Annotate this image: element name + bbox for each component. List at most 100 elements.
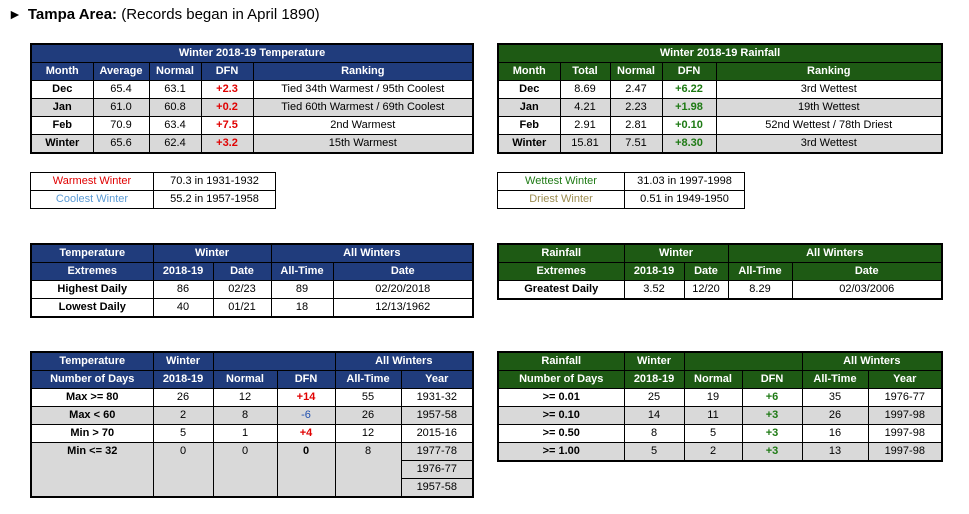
average-cell: 70.9 — [92, 116, 150, 135]
ranking-cell: 52nd Wettest / 78th Driest — [715, 116, 943, 135]
normal-cell: 2.47 — [609, 80, 663, 99]
row-label: >= 0.50 — [497, 424, 625, 443]
alltime-cell: 16 — [801, 424, 869, 443]
wettest-winter-value: 31.03 in 1997-1998 — [624, 172, 745, 191]
col-header: DFN — [200, 62, 254, 81]
value-cell: 25 — [623, 388, 685, 407]
normal-cell: 7.51 — [609, 134, 663, 154]
table-row: Warmest Winter 70.3 in 1931-1932 — [30, 172, 276, 191]
table-row: >= 0.10 14 11 +3 26 1997-98 — [497, 406, 943, 425]
ranking-cell: 15th Warmest — [252, 134, 474, 154]
table-row: Max >= 80 26 12 +14 55 1931-32 — [30, 388, 474, 407]
row-label: Lowest Daily — [30, 298, 154, 318]
month-cell: Feb — [30, 116, 94, 135]
page-title: ► Tampa Area: (Records began in April 189… — [8, 6, 320, 23]
driest-winter-value: 0.51 in 1949-1950 — [624, 190, 745, 209]
table-row: 1957-58 — [31, 478, 474, 498]
table-row: Feb 70.9 63.4 +7.5 2nd Warmest — [30, 116, 474, 135]
header-cell: 2018-19 — [152, 262, 214, 281]
alltime-cell: 26 — [334, 406, 402, 425]
value-cell: 0 — [152, 442, 214, 498]
header-cell: Rainfall — [497, 351, 625, 371]
average-cell: 61.0 — [92, 98, 150, 117]
table-row: Dec 65.4 63.1 +2.3 Tied 34th Warmest / 9… — [30, 80, 474, 99]
header-cell: Winter — [623, 243, 729, 263]
table-row: Jan 4.21 2.23 +1.98 19th Wettest — [497, 98, 943, 117]
normal-cell: 19 — [683, 388, 743, 407]
col-header: DFN — [661, 62, 717, 81]
col-header: Normal — [609, 62, 663, 81]
wettest-winter-label: Wettest Winter — [497, 172, 625, 191]
col-header: Ranking — [252, 62, 474, 81]
temperature-summary-table: Winter 2018-19 Temperature Month Average… — [30, 43, 475, 154]
normal-cell: 12 — [212, 388, 278, 407]
rainfall-summary-table: Winter 2018-19 Rainfall Month Total Norm… — [497, 43, 943, 154]
value-cell: 86 — [152, 280, 214, 299]
value-cell: 40 — [152, 298, 214, 318]
header-cell: Year — [400, 370, 474, 389]
col-header: Month — [497, 62, 561, 81]
header-cell: Number of Days — [497, 370, 625, 389]
month-cell: Dec — [497, 80, 561, 99]
dfn-cell: +7.5 — [200, 116, 254, 135]
coolest-winter-value: 55.2 in 1957-1958 — [153, 190, 276, 209]
table-row: >= 0.50 8 5 +3 16 1997-98 — [497, 424, 943, 443]
dfn-cell: +6 — [741, 388, 803, 407]
month-cell: Dec — [30, 80, 94, 99]
year-cell: 1977-78 — [400, 442, 474, 461]
year-cell: 1931-32 — [400, 388, 474, 407]
table-row: Feb 2.91 2.81 +0.10 52nd Wettest / 78th … — [497, 116, 943, 135]
row-label: Max >= 80 — [30, 388, 154, 407]
year-cell: 1957-58 — [400, 478, 474, 498]
normal-cell: 11 — [683, 406, 743, 425]
header-cell — [683, 351, 803, 371]
header-cell: Temperature — [30, 351, 154, 371]
ranking-cell: 19th Wettest — [715, 98, 943, 117]
year-cell: 1976-77 — [867, 388, 943, 407]
table-row: Greatest Daily 3.52 12/20 8.29 02/03/200… — [497, 280, 943, 300]
alltime-cell: 26 — [801, 406, 869, 425]
row-label: >= 0.01 — [497, 388, 625, 407]
warmest-winter-value: 70.3 in 1931-1932 — [153, 172, 276, 191]
ranking-cell: 3rd Wettest — [715, 80, 943, 99]
header-cell: 2018-19 — [623, 262, 685, 281]
date-cell: 01/21 — [212, 298, 272, 318]
alltime-cell: 12 — [334, 424, 402, 443]
row-label: Max < 60 — [30, 406, 154, 425]
dfn-cell: -6 — [276, 406, 336, 425]
value-cell: 5 — [623, 442, 685, 462]
row-label: Highest Daily — [30, 280, 154, 299]
dfn-cell: +3 — [741, 442, 803, 462]
year-cell: 1997-98 — [867, 424, 943, 443]
table-row: Max < 60 2 8 -6 26 1957-58 — [30, 406, 474, 425]
table-row: 1976-77 — [31, 460, 474, 479]
total-cell: 2.91 — [559, 116, 611, 135]
year-cell: 1997-98 — [867, 406, 943, 425]
header-cell: DFN — [741, 370, 803, 389]
alltime-cell: 13 — [801, 442, 869, 462]
header-cell: 2018-19 — [623, 370, 685, 389]
alltime-date-cell: 02/03/2006 — [791, 280, 943, 300]
header-cell: Rainfall — [497, 243, 625, 263]
value-cell: 2 — [152, 406, 214, 425]
header-cell: Winter — [152, 351, 214, 371]
row-label: >= 1.00 — [497, 442, 625, 462]
dfn-cell: +8.30 — [661, 134, 717, 154]
header-cell: Normal — [212, 370, 278, 389]
normal-cell: 62.4 — [148, 134, 202, 154]
table-row: >= 0.01 25 19 +6 35 1976-77 — [497, 388, 943, 407]
header-cell: Date — [683, 262, 729, 281]
header-cell: Date — [212, 262, 272, 281]
year-cell: 2015-16 — [400, 424, 474, 443]
table-row: Winter 65.6 62.4 +3.2 15th Warmest — [30, 134, 474, 154]
coolest-winter-label: Coolest Winter — [30, 190, 154, 209]
table-row: Driest Winter 0.51 in 1949-1950 — [497, 190, 745, 209]
header-cell: Temperature — [30, 243, 154, 263]
col-header: Average — [92, 62, 150, 81]
dfn-cell: +14 — [276, 388, 336, 407]
month-cell: Feb — [497, 116, 561, 135]
dfn-cell: +0.10 — [661, 116, 717, 135]
table-row: Highest Daily 86 02/23 89 02/20/2018 — [30, 280, 474, 299]
alltime-cell: 18 — [270, 298, 334, 318]
ranking-cell: Tied 34th Warmest / 95th Coolest — [252, 80, 474, 99]
